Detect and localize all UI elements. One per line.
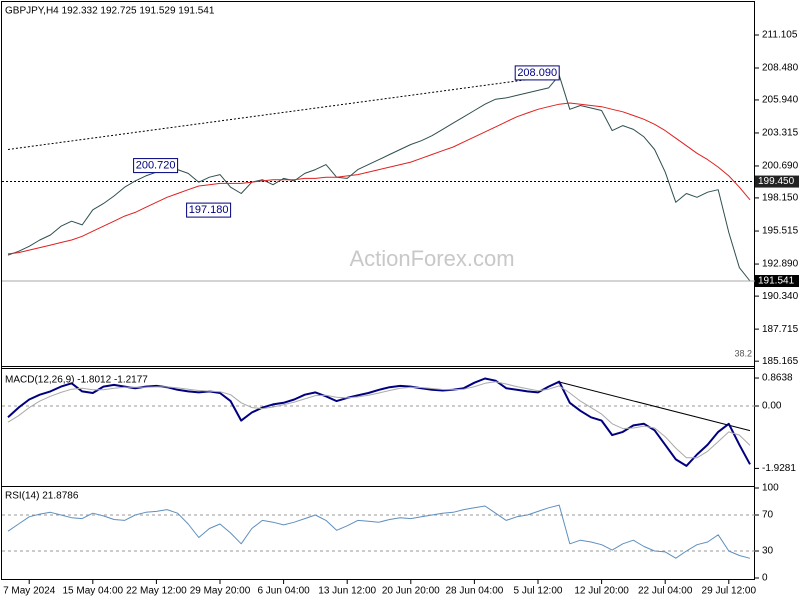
x-tick-label: 6 Jun 04:00 <box>257 586 310 597</box>
x-tick-label: 29 May 20:00 <box>190 586 251 597</box>
y-tick-label: 0.00 <box>762 401 782 412</box>
x-tick-label: 20 Jun 20:00 <box>382 586 440 597</box>
y-tick-label: 205.940 <box>762 95 799 106</box>
price-label-box <box>755 175 799 188</box>
x-tick-label: 5 Jul 12:00 <box>514 586 563 597</box>
annotation-label: 197.180 <box>189 204 229 216</box>
price-label-box <box>755 275 799 288</box>
y-tick-label: 203.315 <box>762 128 799 139</box>
panel-title: GBPJPY,H4 192.332 192.725 191.529 191.54… <box>5 6 215 17</box>
y-tick-label: 190.340 <box>762 291 799 302</box>
x-tick-label: 28 Jun 04:00 <box>445 586 503 597</box>
y-tick-label: 192.890 <box>762 259 799 270</box>
annotation-label: 200.720 <box>136 159 176 171</box>
y-tick-label: 0 <box>762 573 768 584</box>
x-tick-label: 29 Jul 12:00 <box>702 586 757 597</box>
series-line <box>7 504 751 559</box>
y-tick-label: 200.690 <box>762 161 799 172</box>
y-tick-label: 187.715 <box>762 324 799 335</box>
series-line <box>7 74 751 282</box>
series-line <box>7 381 751 459</box>
panel-title: RSI(14) 21.8786 <box>5 491 79 502</box>
y-tick-label: 100 <box>762 483 779 494</box>
y-tick-label: 185.165 <box>762 356 799 367</box>
y-tick-label: -1.9281 <box>762 463 796 474</box>
y-tick-label: 211.105 <box>762 30 798 41</box>
x-tick-label: 15 May 04:00 <box>62 586 123 597</box>
annotation-box <box>514 65 560 81</box>
x-tick-label: 22 Jul 04:00 <box>638 586 693 597</box>
panel-title: MACD(12,26,9) -1.8012 -1.2177 <box>5 375 148 386</box>
annotation-box <box>186 202 232 218</box>
y-tick-label: 70 <box>762 510 774 521</box>
x-tick-label: 12 Jul 20:00 <box>574 586 629 597</box>
price-label: 199.450 <box>758 176 795 187</box>
y-tick-label: 198.150 <box>762 193 799 204</box>
trendline <box>7 74 560 150</box>
watermark: ActionForex.com <box>349 246 514 271</box>
x-tick-label: 7 May 2024 <box>3 586 56 597</box>
series-line <box>7 102 751 255</box>
x-tick-label: 22 May 12:00 <box>126 586 187 597</box>
fib-label: 38.2 <box>734 348 752 358</box>
y-tick-label: 208.480 <box>762 63 799 74</box>
trendline <box>559 381 751 432</box>
annotation-label: 208.090 <box>517 67 557 79</box>
annotation-box <box>133 158 179 174</box>
y-tick-label: 195.515 <box>762 226 799 237</box>
price-label: 191.541 <box>758 276 795 287</box>
y-tick-label: 30 <box>762 546 774 557</box>
y-tick-label: 0.8638 <box>762 373 793 384</box>
plot-frame <box>1 1 755 580</box>
x-tick-label: 13 Jun 12:00 <box>318 586 376 597</box>
